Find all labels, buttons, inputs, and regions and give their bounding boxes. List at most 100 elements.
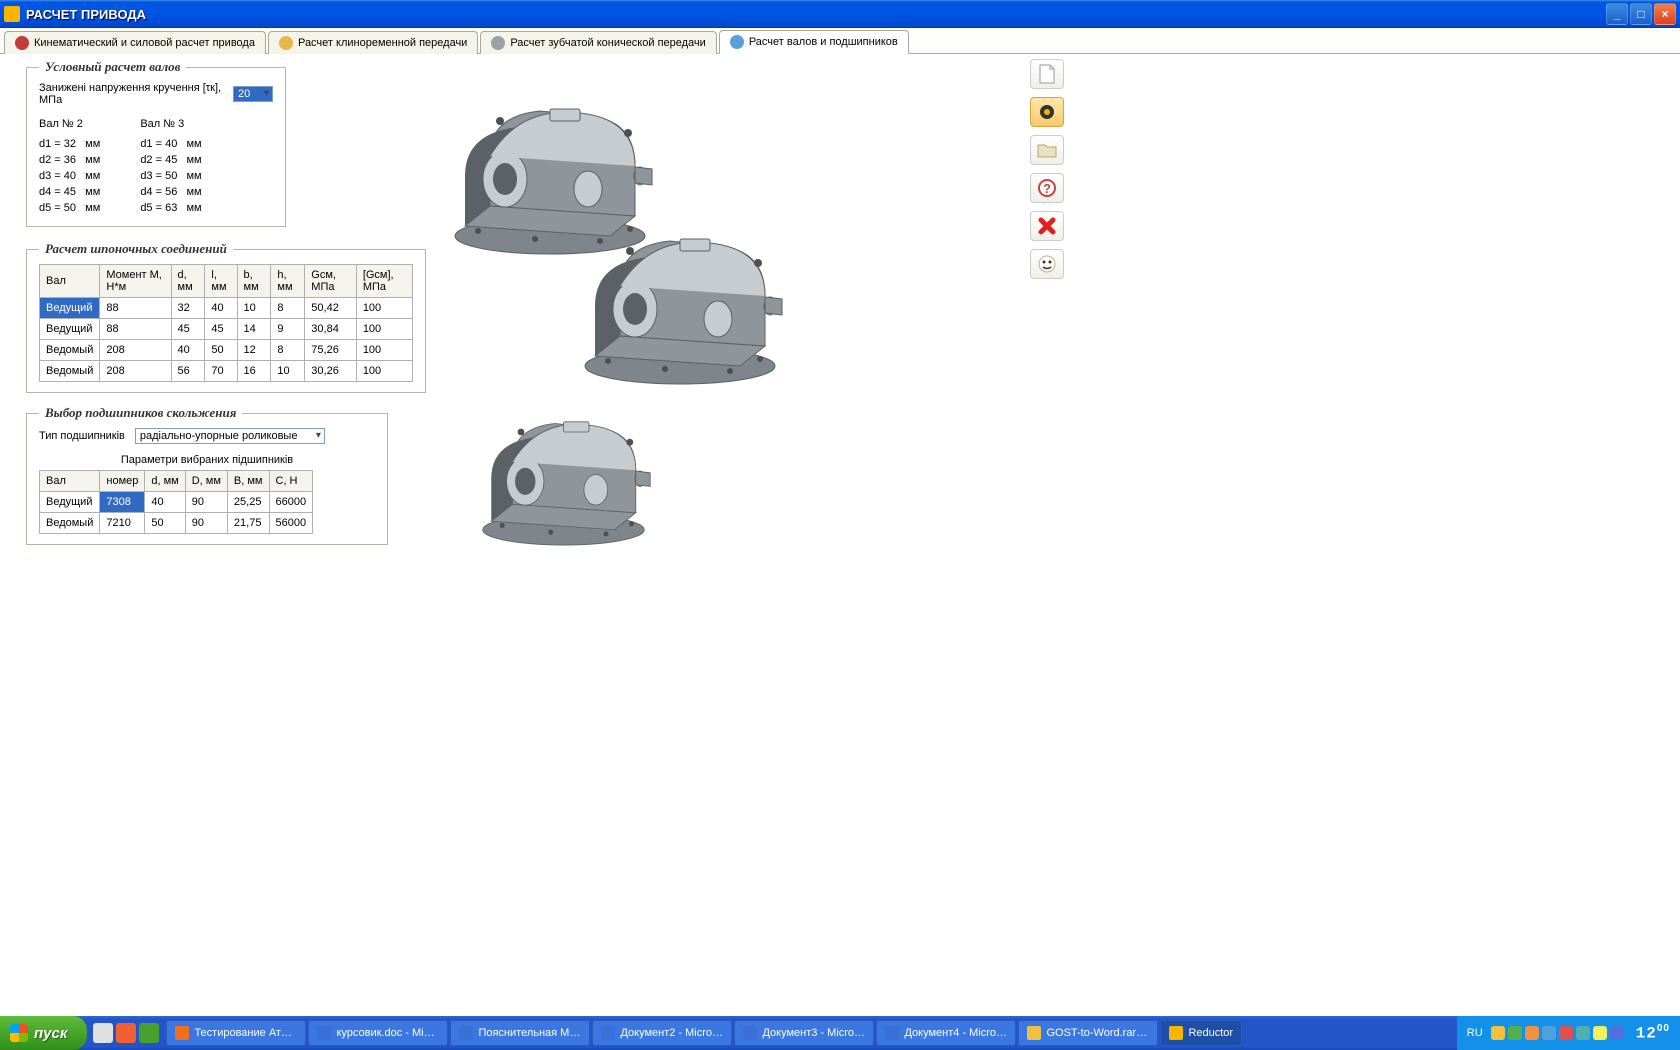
bearing-table: Валномерd, ммD, ммB, ммC, HВедущий730840…: [39, 470, 313, 534]
face-icon[interactable]: [1030, 249, 1064, 279]
quicklaunch-icon[interactable]: [139, 1023, 159, 1043]
table-cell: 100: [356, 298, 412, 319]
table-row[interactable]: Ведущий88324010850,42100: [40, 298, 413, 319]
table-header: Вал: [40, 265, 100, 298]
tray-icon[interactable]: [1491, 1026, 1505, 1040]
side-toolbar: ?: [1030, 59, 1064, 279]
taskbar-item[interactable]: Reductor: [1160, 1020, 1242, 1046]
table-header: b, мм: [237, 265, 271, 298]
tab-0[interactable]: Кинематический и силовой расчет привода: [4, 31, 266, 54]
tab-icon: [15, 36, 29, 50]
table-cell: 9: [271, 319, 305, 340]
quicklaunch-icon[interactable]: [93, 1023, 113, 1043]
language-indicator[interactable]: RU: [1467, 1027, 1483, 1039]
tab-2[interactable]: Расчет зубчатой конической передачи: [480, 31, 716, 54]
group-bearing: Выбор подшипников скольжения Тип подшипн…: [26, 413, 388, 545]
tray-icon[interactable]: [1525, 1026, 1539, 1040]
tray-icon[interactable]: [1508, 1026, 1522, 1040]
table-cell: 70: [205, 361, 237, 382]
quicklaunch-icon[interactable]: [116, 1023, 136, 1043]
taskbar-item[interactable]: Пояснительная Ма...: [450, 1020, 590, 1046]
group-shaft-title: Условный расчет валов: [39, 59, 186, 75]
table-header: d, мм: [145, 471, 185, 492]
tab-1[interactable]: Расчет клиноременной передачи: [268, 31, 478, 54]
bearing-type-dropdown[interactable]: радіально-упорные роликовые: [135, 428, 325, 444]
close-button[interactable]: ×: [1654, 3, 1676, 25]
table-cell: 45: [205, 319, 237, 340]
table-cell: 12: [237, 340, 271, 361]
taskbar-item-label: Пояснительная Ма...: [478, 1027, 581, 1039]
tray-icon[interactable]: [1559, 1026, 1573, 1040]
table-cell: Ведомый: [40, 513, 100, 534]
table-cell: Ведущий: [40, 492, 100, 513]
table-row[interactable]: Ведущий7308409025,2566000: [40, 492, 313, 513]
table-cell: 40: [145, 492, 185, 513]
maximize-button[interactable]: □: [1630, 3, 1652, 25]
table-header: [Gсм], МПа: [356, 265, 412, 298]
shaft-row: d1 = 32 мм: [39, 138, 100, 150]
clock[interactable]: 1200: [1636, 1023, 1670, 1042]
start-button[interactable]: пуск: [0, 1016, 87, 1050]
taskbar-item[interactable]: Тестирование Атла...: [166, 1020, 306, 1046]
tray-icon[interactable]: [1542, 1026, 1556, 1040]
table-row[interactable]: Ведомый7210509021,7556000: [40, 513, 313, 534]
table-cell: 40: [171, 340, 205, 361]
folder-icon[interactable]: [1030, 135, 1064, 165]
tray-icon[interactable]: [1610, 1026, 1624, 1040]
taskbar-item-label: Документ4 - Micros...: [904, 1027, 1007, 1039]
new-icon[interactable]: [1030, 59, 1064, 89]
tab-icon: [279, 36, 293, 50]
taskbar-item-icon: [317, 1026, 331, 1040]
taskbar-item[interactable]: курсовик.doc - Micr...: [308, 1020, 448, 1046]
taskbar-item-icon: [885, 1026, 899, 1040]
table-cell: 21,75: [227, 513, 269, 534]
taskbar-item-label: курсовик.doc - Micr...: [336, 1027, 439, 1039]
table-cell: 90: [185, 513, 227, 534]
model-preview: [440, 61, 800, 621]
table-header: номер: [100, 471, 145, 492]
tab-icon: [730, 35, 744, 49]
tab-icon: [491, 36, 505, 50]
taskbar-item[interactable]: GOST-to-Word.rar -...: [1018, 1020, 1158, 1046]
table-cell: 40: [205, 298, 237, 319]
taskbar-item[interactable]: Документ4 - Micros...: [876, 1020, 1016, 1046]
table-row[interactable]: Ведущий88454514930,84100: [40, 319, 413, 340]
table-cell: 45: [171, 319, 205, 340]
table-cell: 88: [100, 319, 171, 340]
help-icon[interactable]: ?: [1030, 173, 1064, 203]
svg-text:?: ?: [1043, 181, 1051, 196]
minimize-button[interactable]: _: [1606, 3, 1628, 25]
tab-3[interactable]: Расчет валов и подшипников: [719, 30, 909, 54]
delete-icon[interactable]: [1030, 211, 1064, 241]
taskbar-item-icon: [175, 1026, 189, 1040]
taskbar-item-icon: [1027, 1026, 1041, 1040]
table-cell: 100: [356, 319, 412, 340]
table-cell: 10: [237, 298, 271, 319]
table-cell: 90: [185, 492, 227, 513]
stress-dropdown[interactable]: 20: [233, 86, 273, 102]
table-header: B, мм: [227, 471, 269, 492]
table-row[interactable]: Ведомый2085670161030,26100: [40, 361, 413, 382]
taskbar-item[interactable]: Документ3 - Micros...: [734, 1020, 874, 1046]
taskbar-item-icon: [601, 1026, 615, 1040]
taskbar-item-label: Reductor: [1188, 1027, 1233, 1039]
tray-icon[interactable]: [1593, 1026, 1607, 1040]
tab-strip: Кинематический и силовой расчет приводаР…: [0, 28, 1680, 54]
gearbox-model-2: [570, 191, 790, 391]
shaft2-header: Вал № 2: [39, 118, 100, 130]
group-key-calc: Расчет шпоночных соединений ВалМомент M,…: [26, 249, 426, 393]
stress-label: Занижені напруження кручення [τк], МПа: [39, 82, 227, 106]
taskbar-item[interactable]: Документ2 - Micros...: [592, 1020, 732, 1046]
window-titlebar: РАСЧЕТ ПРИВОДА _ □ ×: [0, 0, 1680, 28]
start-label: пуск: [34, 1025, 67, 1042]
tray-icon[interactable]: [1576, 1026, 1590, 1040]
table-cell: 10: [271, 361, 305, 382]
shaft-row: d1 = 40 мм: [140, 138, 201, 150]
table-cell: 7210: [100, 513, 145, 534]
shaft-row: d3 = 40 мм: [39, 170, 100, 182]
table-cell: Ведомый: [40, 340, 100, 361]
taskbar-item-icon: [743, 1026, 757, 1040]
table-row[interactable]: Ведомый208405012875,26100: [40, 340, 413, 361]
app-icon: [4, 6, 20, 22]
gear-icon[interactable]: [1030, 97, 1064, 127]
